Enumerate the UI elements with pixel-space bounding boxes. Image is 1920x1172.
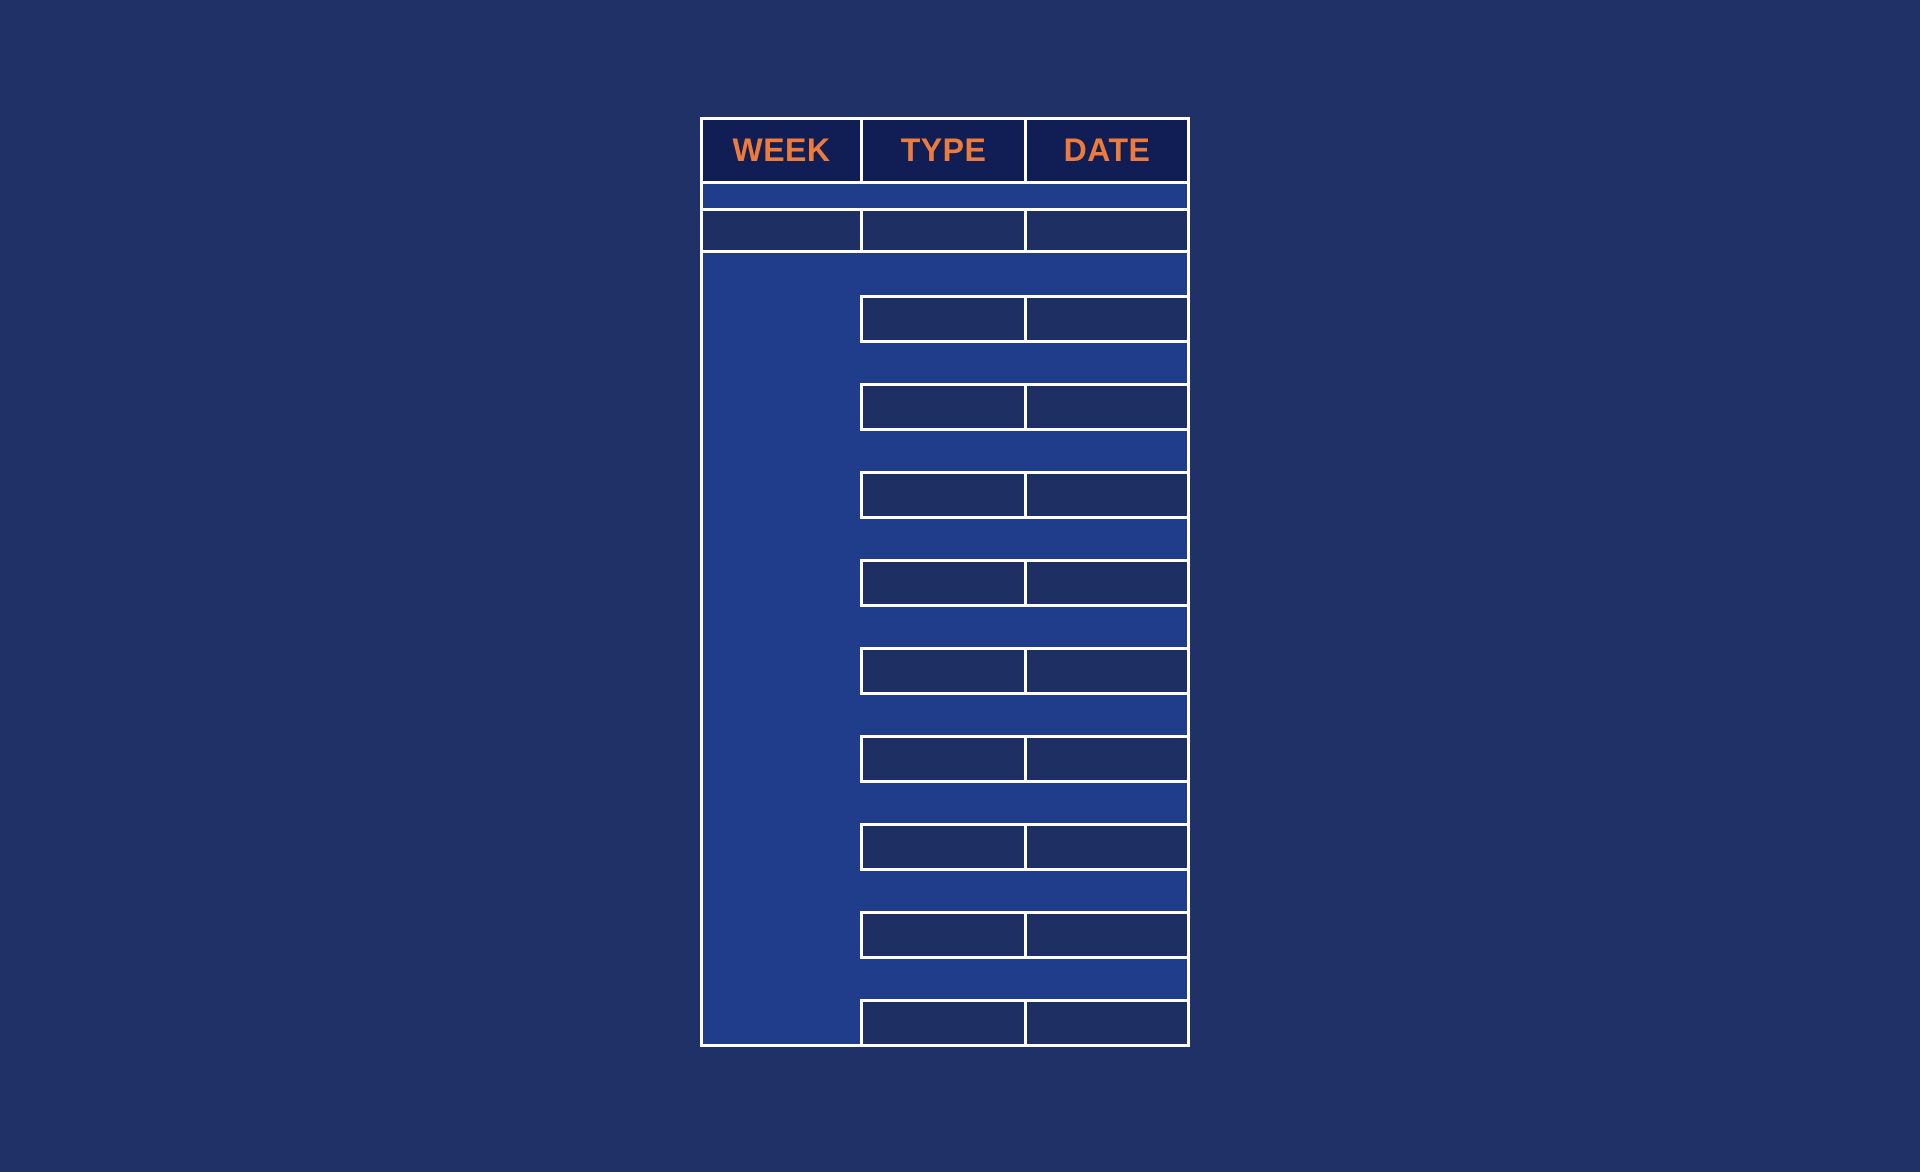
header-cell-week: WEEK bbox=[703, 120, 860, 181]
type-cell bbox=[863, 562, 1024, 604]
schedule-table-inner: WEEK TYPE DATE bbox=[703, 120, 1187, 1044]
type-cell bbox=[863, 826, 1024, 868]
subheader-row bbox=[703, 211, 1187, 250]
date-cell bbox=[1027, 738, 1187, 780]
type-cell bbox=[863, 474, 1024, 516]
type-cell bbox=[863, 914, 1024, 956]
schedule-row bbox=[860, 911, 1187, 959]
header-row: WEEK TYPE DATE bbox=[703, 120, 1187, 181]
date-cell bbox=[1027, 298, 1187, 340]
type-cell bbox=[863, 650, 1024, 692]
subheader-cell-date bbox=[1027, 211, 1187, 250]
date-cell bbox=[1027, 386, 1187, 428]
type-cell bbox=[863, 298, 1024, 340]
week-merged-cell bbox=[703, 253, 860, 1044]
table-body bbox=[703, 253, 1187, 1044]
header-cell-date: DATE bbox=[1027, 120, 1187, 181]
schedule-row bbox=[860, 647, 1187, 695]
date-cell bbox=[1027, 1002, 1187, 1044]
header-cell-type: TYPE bbox=[863, 120, 1024, 181]
schedule-row bbox=[860, 823, 1187, 871]
spacer-row bbox=[703, 184, 1187, 208]
schedule-table: WEEK TYPE DATE bbox=[700, 117, 1190, 1047]
schedule-row bbox=[860, 559, 1187, 607]
date-cell bbox=[1027, 474, 1187, 516]
subheader-cell-type bbox=[863, 211, 1024, 250]
type-cell bbox=[863, 1002, 1024, 1044]
date-cell bbox=[1027, 562, 1187, 604]
date-cell bbox=[1027, 826, 1187, 868]
schedule-row bbox=[860, 383, 1187, 431]
date-cell bbox=[1027, 650, 1187, 692]
date-cell bbox=[1027, 914, 1187, 956]
type-cell bbox=[863, 386, 1024, 428]
type-cell bbox=[863, 738, 1024, 780]
schedule-row bbox=[860, 735, 1187, 783]
schedule-row bbox=[860, 295, 1187, 343]
schedule-row bbox=[860, 471, 1187, 519]
schedule-row bbox=[860, 999, 1187, 1044]
subheader-cell-week bbox=[703, 211, 860, 250]
